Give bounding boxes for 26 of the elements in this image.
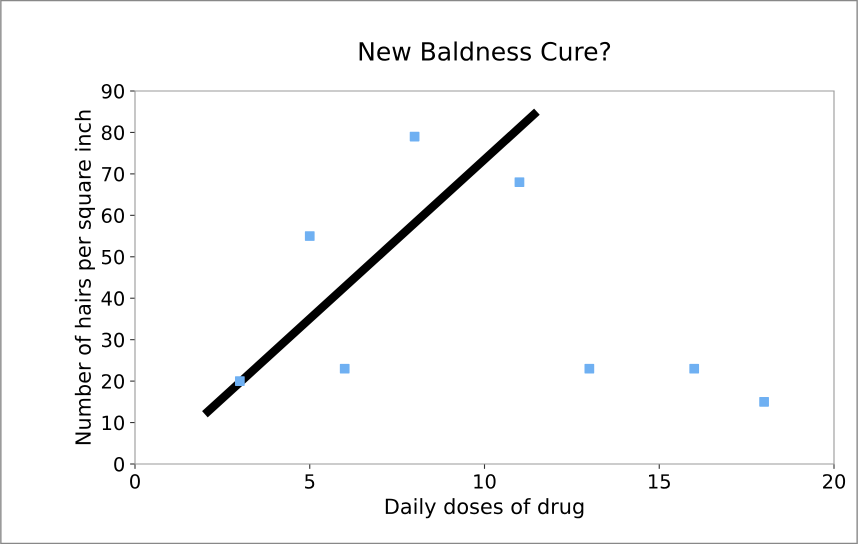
x-tick-label: 10	[474, 474, 496, 489]
point	[689, 364, 700, 374]
point	[304, 231, 315, 241]
point	[234, 376, 245, 386]
y-tick-label: 30	[102, 332, 124, 348]
point	[584, 364, 594, 374]
point	[340, 364, 350, 374]
y-tick-label: 60	[102, 208, 124, 223]
y-tick-label: 20	[102, 374, 124, 389]
chart-title: New Baldness Cure?	[360, 41, 610, 61]
x-tick-label: 20	[823, 474, 846, 489]
y-tick-label: 80	[102, 125, 124, 140]
point	[410, 132, 420, 142]
point	[759, 396, 769, 407]
y-tick-label: 90	[102, 84, 124, 99]
y-tick-label: 50	[102, 250, 124, 264]
y-axis-title: Number of hairs per square inch	[74, 110, 95, 444]
x-tick-label: 0	[130, 474, 140, 489]
point	[514, 177, 524, 188]
x-tick-label: 5	[305, 474, 314, 489]
y-tick-label: 10	[102, 416, 124, 430]
y-tick-label: 40	[101, 291, 124, 306]
x-axis-title: Daily doses of drug	[386, 498, 584, 518]
y-tick-label: 0	[114, 456, 124, 472]
x-tick-label: 15	[649, 474, 670, 489]
y-tick-label: 70	[102, 166, 124, 182]
